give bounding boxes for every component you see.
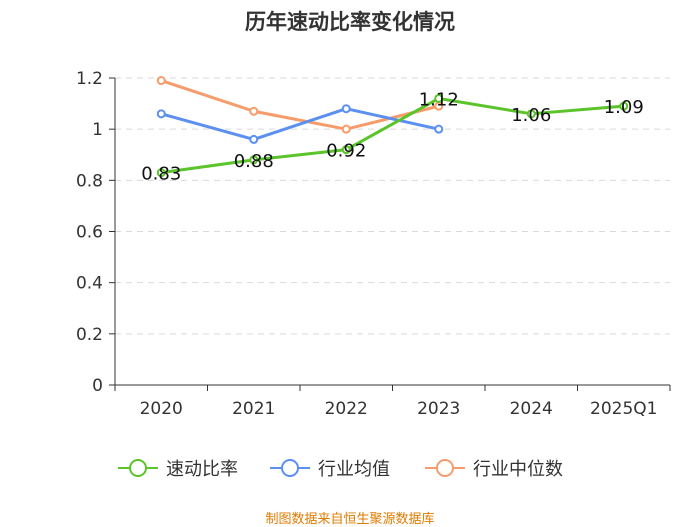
y-tick-label: 0.2 xyxy=(76,325,103,345)
data-point xyxy=(341,124,351,134)
data-label: 0.92 xyxy=(326,141,366,162)
data-point xyxy=(526,109,536,119)
legend-label: 行业中位数 xyxy=(473,459,563,480)
chart-title: 历年速动比率变化情况 xyxy=(245,10,455,34)
legend-marker xyxy=(281,459,299,477)
legend-label: 行业均值 xyxy=(318,459,390,480)
data-point xyxy=(156,109,166,119)
legend-label: 速动比率 xyxy=(166,459,238,480)
source-note: 制图数据来自恒生聚源数据库 xyxy=(265,512,435,527)
x-tick-label: 2024 xyxy=(510,399,553,419)
data-point xyxy=(341,104,351,114)
gridlines xyxy=(115,77,670,335)
data-point xyxy=(156,76,166,86)
y-tick-label: 1.2 xyxy=(76,69,103,89)
data-point xyxy=(434,124,444,134)
data-point xyxy=(156,168,166,178)
data-label: 1.12 xyxy=(419,89,459,110)
y-tick-label: 0.8 xyxy=(76,171,103,191)
data-label: 0.83 xyxy=(141,164,181,185)
y-tick-label: 0.6 xyxy=(76,223,103,243)
data-point xyxy=(249,106,259,116)
x-tick-label: 2023 xyxy=(417,399,460,419)
series-lines xyxy=(156,76,629,178)
data-point xyxy=(341,145,351,155)
data-label: 1.09 xyxy=(604,97,644,118)
x-tick-label: 2021 xyxy=(232,399,275,419)
data-point xyxy=(619,101,629,111)
series-line-1 xyxy=(159,107,441,141)
data-point xyxy=(434,93,444,103)
data-point xyxy=(249,155,259,165)
x-tick-label: 2022 xyxy=(325,399,368,419)
legend: 速动比率 行业均值 行业中位数 xyxy=(118,459,563,480)
data-label: 0.88 xyxy=(234,151,274,172)
data-labels: 0.83 0.88 0.92 1.12 1.06 1.09 xyxy=(141,89,644,184)
y-tick-label: 0.4 xyxy=(76,274,103,294)
data-point xyxy=(249,134,259,144)
y-tick-label: 1 xyxy=(92,120,103,140)
legend-marker xyxy=(129,459,147,477)
x-tick-label: 2025Q1 xyxy=(590,399,657,419)
data-label: 1.06 xyxy=(511,105,551,126)
y-tick-label: 0 xyxy=(92,376,103,396)
axes: 0 0.2 0.4 0.6 0.8 1 1.2 2020 2021 2022 2023 2024 202… xyxy=(76,69,671,419)
legend-marker xyxy=(436,459,454,477)
series-line-0 xyxy=(159,96,626,175)
x-tick-label: 2020 xyxy=(140,399,183,419)
